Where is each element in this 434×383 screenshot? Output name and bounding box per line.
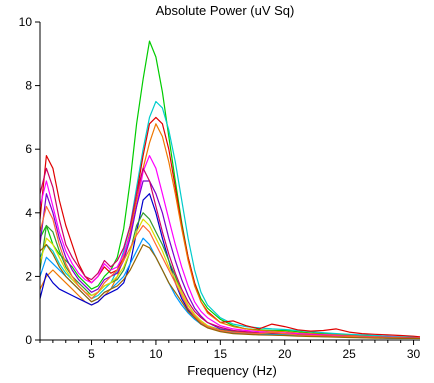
y-tick-label: 8 <box>25 79 32 93</box>
axes: 0 2 4 6 8 10 5 10 15 20 25 30 <box>19 15 421 361</box>
series-line-6 <box>39 180 420 339</box>
y-tick-label: 4 <box>25 206 32 220</box>
y-tick-label: 10 <box>19 15 33 29</box>
series-line-13 <box>39 244 420 339</box>
series-line-7 <box>39 193 420 339</box>
x-tick-label: 20 <box>278 347 292 361</box>
x-tick-label: 25 <box>342 347 356 361</box>
y-tick-label: 6 <box>25 142 32 156</box>
series-line-5 <box>39 155 420 339</box>
x-axis-label: Frequency (Hz) <box>187 363 277 378</box>
x-tick-label: 5 <box>88 347 95 361</box>
series-line-8 <box>39 167 421 339</box>
series-line-9 <box>39 212 421 339</box>
x-tick-label: 30 <box>407 347 421 361</box>
y-tick-label: 2 <box>25 269 32 283</box>
x-tick-label: 15 <box>214 347 228 361</box>
series-line-11 <box>39 237 420 339</box>
series-line-4 <box>39 123 420 339</box>
series-line-3 <box>39 116 421 338</box>
chart-title: Absolute Power (uV Sq) <box>156 3 295 18</box>
series-line-10 <box>39 218 421 339</box>
series-line-12 <box>39 205 420 339</box>
series-lines <box>39 40 421 339</box>
series-line-1 <box>39 40 420 339</box>
y-tick-label: 0 <box>25 333 32 347</box>
x-tick-label: 10 <box>149 347 163 361</box>
